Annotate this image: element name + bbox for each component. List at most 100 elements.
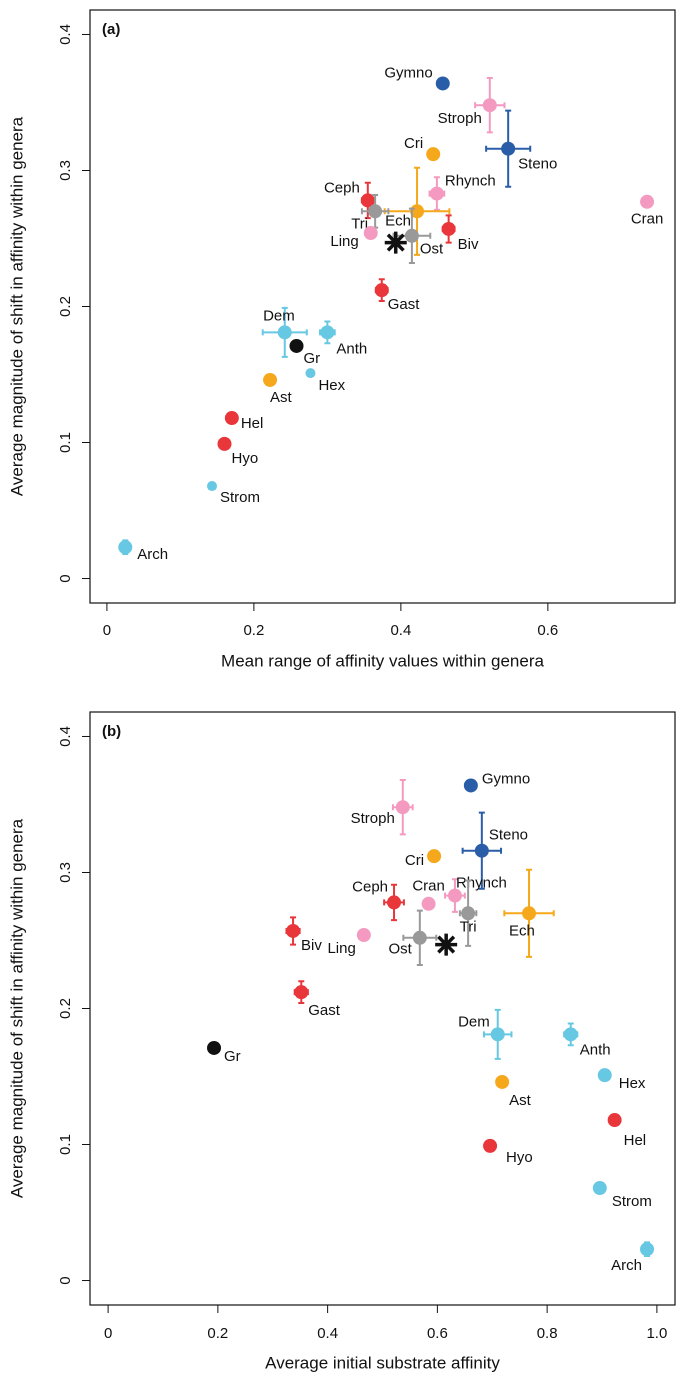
x-axis-title: Average initial substrate affinity xyxy=(265,1353,500,1372)
x-tick-label: 0.2 xyxy=(243,622,264,639)
point xyxy=(429,186,444,201)
point xyxy=(640,194,655,209)
y-axis-title: Average magnitude of shift in affinity w… xyxy=(7,818,26,1198)
point-label: Cran xyxy=(412,878,445,895)
y-tick-label: 0.2 xyxy=(57,998,74,1019)
point-label: Hyo xyxy=(231,450,258,467)
point-label: Hel xyxy=(241,415,264,432)
point xyxy=(447,888,462,903)
y-tick-label: 0 xyxy=(57,1276,74,1284)
point xyxy=(206,481,217,492)
point xyxy=(118,540,133,555)
point-label: Dem xyxy=(263,307,295,324)
point-label: Tri xyxy=(460,918,477,935)
point-label: Tri xyxy=(351,215,368,232)
point-label: Ech xyxy=(385,212,411,229)
x-axis-title: Mean range of affinity values within gen… xyxy=(221,651,544,670)
x-tick-label: 1.0 xyxy=(646,1325,667,1342)
point xyxy=(607,1113,622,1128)
y-tick-label: 0.4 xyxy=(57,726,74,747)
point xyxy=(263,372,278,387)
point-label: Stroph xyxy=(351,810,395,827)
y-tick-label: 0.1 xyxy=(57,1134,74,1155)
point xyxy=(277,325,292,340)
point-label: Rhynch xyxy=(445,173,496,190)
point xyxy=(289,338,304,353)
y-tick-label: 0.4 xyxy=(57,24,74,45)
point xyxy=(441,221,456,236)
y-tick-label: 0 xyxy=(57,574,74,582)
point xyxy=(482,98,497,113)
point xyxy=(640,1242,655,1257)
panel-label: (a) xyxy=(102,21,120,38)
point-label: Gast xyxy=(388,296,421,313)
point-label: Ech xyxy=(509,922,535,939)
point xyxy=(374,283,389,298)
y-axis-title: Average magnitude of shift in affinity w… xyxy=(7,116,26,496)
point xyxy=(501,141,516,156)
point xyxy=(474,843,489,858)
point-label: Ast xyxy=(270,389,293,406)
y-tick-label: 0.3 xyxy=(57,160,74,181)
panel-label: (b) xyxy=(102,723,121,740)
point xyxy=(421,896,436,911)
point xyxy=(368,204,383,219)
plot-frame xyxy=(89,9,676,604)
x-tick-label: 0 xyxy=(103,622,111,639)
point-label: Cri xyxy=(405,852,424,869)
point xyxy=(404,228,419,243)
point-label: Stroph xyxy=(438,110,482,127)
point xyxy=(395,800,410,815)
point-label: Ling xyxy=(330,233,358,250)
point xyxy=(360,193,375,208)
mean-star xyxy=(435,933,458,956)
point xyxy=(592,1181,607,1196)
x-tick-label: 0 xyxy=(104,1325,112,1342)
point-label: Gymno xyxy=(482,770,530,787)
point-label: Strom xyxy=(612,1193,652,1210)
point-label: Hyo xyxy=(506,1149,533,1166)
point xyxy=(387,895,402,910)
point-label: Gr xyxy=(224,1048,241,1065)
point-label: Hel xyxy=(624,1132,647,1149)
point xyxy=(356,928,371,943)
point-label: Hex xyxy=(619,1075,646,1092)
point-label: Steno xyxy=(489,827,528,844)
point xyxy=(320,325,335,340)
point-label: Ceph xyxy=(324,179,360,196)
y-tick-label: 0.1 xyxy=(57,432,74,453)
point xyxy=(522,906,537,921)
point-label: Cri xyxy=(404,135,423,152)
point-label: Anth xyxy=(580,1041,611,1058)
point xyxy=(463,778,478,793)
point-label: Biv xyxy=(458,236,479,253)
x-tick-label: 0.2 xyxy=(207,1325,228,1342)
x-tick-label: 0.8 xyxy=(537,1325,558,1342)
point xyxy=(363,226,378,241)
point xyxy=(483,1138,498,1153)
x-tick-label: 0.6 xyxy=(427,1325,448,1342)
point xyxy=(563,1027,578,1042)
point xyxy=(207,1040,222,1055)
point-label: Ost xyxy=(388,941,412,958)
point-label: Arch xyxy=(137,546,168,563)
x-tick-label: 0.4 xyxy=(317,1325,338,1342)
mean-star xyxy=(384,231,407,254)
point-label: Ling xyxy=(327,940,355,957)
point xyxy=(490,1027,505,1042)
point xyxy=(435,76,450,91)
point-label: Rhynch xyxy=(456,875,507,892)
y-tick-label: 0.3 xyxy=(57,862,74,883)
point xyxy=(597,1068,612,1083)
point xyxy=(217,436,232,451)
plot-frame xyxy=(89,711,676,1306)
point xyxy=(495,1074,510,1089)
point-label: Cran xyxy=(631,211,664,228)
point xyxy=(305,368,316,379)
point xyxy=(224,411,239,426)
point-label: Dem xyxy=(458,1013,490,1030)
point-label: Arch xyxy=(611,1257,642,1274)
x-tick-label: 0.4 xyxy=(390,622,411,639)
x-tick-label: 0.6 xyxy=(537,622,558,639)
